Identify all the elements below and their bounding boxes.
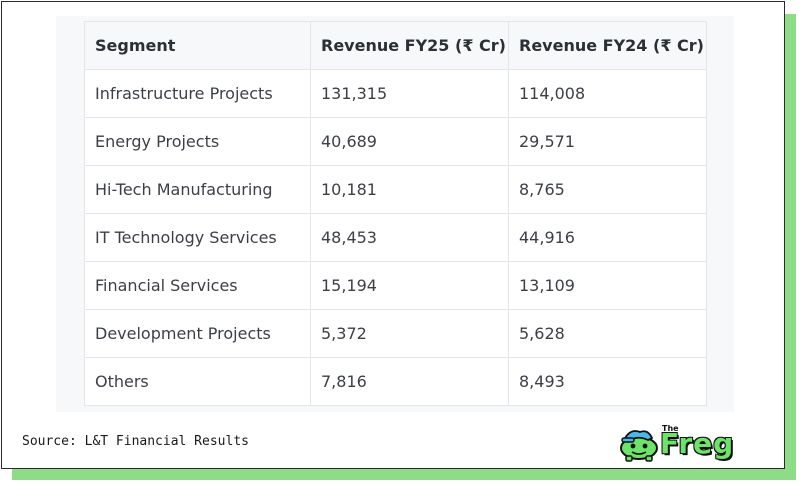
segment-cell: Financial Services [84,261,311,310]
fy25-cell: 15,194 [310,261,509,310]
logo-wordmark: Freg [660,427,735,460]
table-row: IT Technology Services 48,453 44,916 [84,213,707,262]
fy25-cell: 5,372 [310,309,509,358]
fy25-cell: 48,453 [310,213,509,262]
table-row: Others 7,816 8,493 [84,357,707,406]
source-caption: Source: L&T Financial Results [22,434,249,449]
fy24-cell: 8,765 [508,165,707,214]
table-row: Energy Projects 40,689 29,571 [84,117,707,166]
segment-cell: Energy Projects [84,117,311,166]
segment-cell: Development Projects [84,309,311,358]
table-container: Segment Revenue FY25 (₹ Cr) Revenue FY24… [56,16,734,412]
fy24-cell: 29,571 [508,117,707,166]
header-segment: Segment [84,21,311,70]
fy24-cell: 114,008 [508,69,707,118]
segment-cell: Infrastructure Projects [84,69,311,118]
table-row: Infrastructure Projects 131,315 114,008 [84,69,707,118]
fy24-cell: 13,109 [508,261,707,310]
revenue-table: Segment Revenue FY25 (₹ Cr) Revenue FY24… [84,21,707,406]
segment-cell: Hi-Tech Manufacturing [84,165,311,214]
segment-cell: Others [84,357,311,406]
table-row: Hi-Tech Manufacturing 10,181 8,765 [84,165,707,214]
segment-cell: IT Technology Services [84,213,311,262]
content-card: Segment Revenue FY25 (₹ Cr) Revenue FY24… [1,1,785,469]
fy25-cell: 7,816 [310,357,509,406]
fy25-cell: 40,689 [310,117,509,166]
header-revenue-fy24: Revenue FY24 (₹ Cr) [508,21,707,70]
table-row: Financial Services 15,194 13,109 [84,261,707,310]
fy24-cell: 44,916 [508,213,707,262]
frog-mascot-icon [620,430,658,462]
fy24-cell: 5,628 [508,309,707,358]
logo-prefix: The [662,424,679,433]
fy25-cell: 131,315 [310,69,509,118]
fy25-cell: 10,181 [310,165,509,214]
fy24-cell: 8,493 [508,357,707,406]
brand-logo: The Freg [618,422,758,462]
table-row: Development Projects 5,372 5,628 [84,309,707,358]
table-header-row: Segment Revenue FY25 (₹ Cr) Revenue FY24… [84,21,707,70]
header-revenue-fy25: Revenue FY25 (₹ Cr) [310,21,509,70]
